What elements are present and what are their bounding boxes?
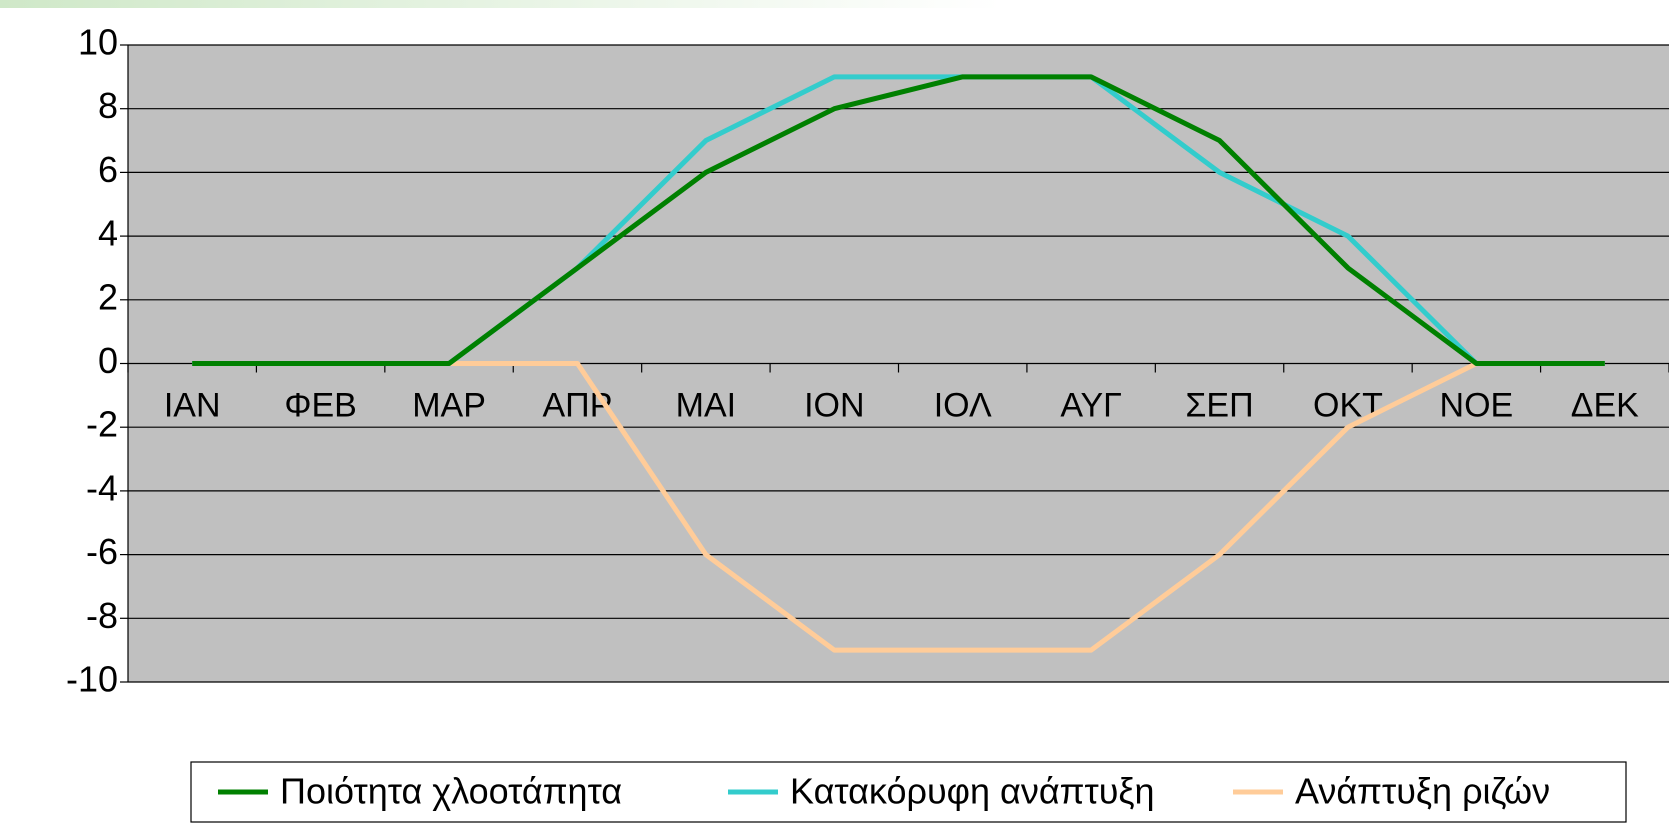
y-tick-label: -2: [86, 404, 118, 445]
x-tick-label: ΑΠΡ: [542, 386, 612, 424]
legend-box: [190, 761, 1627, 823]
y-tick-label: 10: [78, 22, 118, 63]
x-tick-label: ΙΑΝ: [164, 386, 221, 424]
y-tick-label: 6: [98, 149, 118, 190]
legend-label: Ανάπτυξη ριζών: [1295, 771, 1550, 812]
y-tick-label: 2: [98, 276, 118, 317]
y-tick-label: -6: [86, 531, 118, 572]
x-tick-label: ΝΟΕ: [1440, 386, 1514, 424]
y-tick-label: -4: [86, 467, 118, 508]
x-tick-label: ΙΟΛ: [934, 386, 992, 424]
x-tick-label: ΣΕΠ: [1185, 386, 1253, 424]
x-tick-label: ΜΑΡ: [412, 386, 486, 424]
y-tick-label: -8: [86, 595, 118, 636]
legend-label: Κατακόρυφη ανάπτυξη: [790, 771, 1155, 812]
series-line: [192, 74, 1605, 366]
legend-label: Ποιότητα χλοοτάπητα: [280, 771, 622, 812]
x-tick-label: ΙΟΝ: [804, 386, 864, 424]
top-strip: [0, 0, 1669, 8]
x-tick-label: ΔΕΚ: [1571, 386, 1639, 424]
y-tick-label: 0: [98, 340, 118, 381]
y-tick-label: -10: [66, 659, 118, 700]
x-tick-label: ΟΚΤ: [1313, 386, 1383, 424]
x-tick-label: ΑΥΓ: [1060, 386, 1122, 424]
y-tick-label: 8: [98, 85, 118, 126]
x-tick-label: ΜΑΙ: [676, 386, 736, 424]
x-tick-label: ΦΕΒ: [284, 386, 356, 424]
y-tick-label: 4: [98, 213, 118, 254]
